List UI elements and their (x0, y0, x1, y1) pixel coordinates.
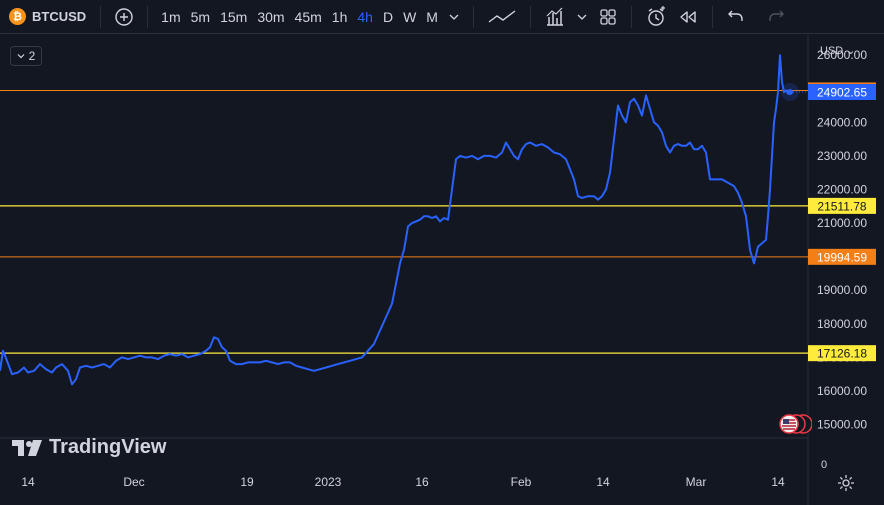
alert-clock-icon (648, 5, 665, 26)
symbol-search[interactable]: ₿ BTCUSD (9, 0, 86, 34)
price-tick-label: 23000.00 (817, 149, 867, 163)
timeframe-5m-button[interactable]: 5m (190, 8, 211, 25)
time-tick-label: 14 (596, 475, 610, 489)
price-tick-label: 22000.00 (817, 182, 867, 196)
chevron-down-icon (577, 14, 587, 20)
symbol-label: BTCUSD (32, 9, 87, 24)
timeframe-1h-button[interactable]: 1h (331, 8, 348, 25)
price-badge-label: 17126.18 (817, 347, 867, 361)
layout-grid-icon (600, 8, 616, 25)
add-symbol-button[interactable] (109, 3, 139, 31)
redo-button[interactable] (761, 3, 791, 31)
horizontal-lines (0, 89, 808, 354)
toolbar-divider (529, 5, 531, 28)
time-tick-label: Mar (686, 475, 707, 489)
last-price-label: 24902.65 (817, 86, 867, 100)
last-price-dot (787, 89, 793, 96)
toolbar-divider (472, 5, 474, 28)
price-tick-label: 16000.00 (817, 384, 867, 398)
plot-area (0, 35, 808, 438)
timeframe-menu-button[interactable] (443, 3, 465, 31)
currency-label: USD (820, 45, 844, 57)
flag-canton (783, 419, 789, 424)
chart-type-button[interactable] (539, 3, 571, 31)
economic-events-flags[interactable] (778, 413, 812, 435)
timeframe-group: 1m 5m 15m 30m 45m 1h 4h D W M (156, 3, 443, 31)
price-tick-label: 18000.00 (817, 317, 867, 331)
time-tick-label: 16 (415, 475, 429, 489)
tradingview-logo-icon (12, 439, 42, 456)
price-tick-label: 21000.00 (817, 216, 867, 230)
timeframe-1m-button[interactable]: 1m (161, 8, 181, 25)
redo-icon (769, 10, 784, 21)
toolbar-divider (630, 5, 632, 28)
undo-button[interactable] (721, 3, 751, 31)
replay-icon (680, 10, 696, 23)
price-series-line (0, 54, 791, 386)
price-badge-label: 19994.59 (817, 250, 867, 264)
last-price-badge (808, 84, 876, 101)
time-tick-label: 2023 (315, 475, 342, 489)
top-toolbar: ₿ BTCUSD 1m 5m 15m 30m 45m 1h 4h D W M (0, 0, 884, 34)
undo-icon (727, 10, 743, 21)
price-badge (808, 345, 876, 362)
bar-chart-icon (546, 7, 563, 26)
timeframe-30m-button[interactable]: 30m (257, 8, 285, 25)
currency-caret: ⌄ (846, 45, 856, 57)
chevron-down-icon (449, 14, 459, 20)
timeframe-4h-button[interactable]: 4h (357, 8, 373, 25)
layout-button[interactable] (593, 3, 623, 31)
timeframe-15m-button[interactable]: 15m (220, 8, 248, 25)
replay-button[interactable] (672, 3, 704, 31)
timeframe-m-button[interactable]: M (426, 8, 438, 25)
time-axis-ticks: 14 Dec 19 2023 16 Feb 14 Mar 14 (21, 475, 785, 489)
indicator-line-button[interactable] (482, 3, 522, 31)
indicator-line-icon (488, 9, 516, 23)
price-badge-label: 21511.78 (817, 199, 866, 213)
time-tick-label: Dec (123, 475, 144, 489)
toolbar-divider (100, 5, 102, 28)
add-symbol-icon (115, 7, 133, 26)
bitcoin-icon: ₿ (9, 8, 26, 25)
timeframe-45m-button[interactable]: 45m (294, 8, 322, 25)
last-price-marker (781, 83, 808, 102)
legend-toggle-button[interactable]: 2 (10, 46, 42, 66)
price-tick-label: 19000.00 (817, 283, 867, 297)
price-tick-label: 24000.00 (817, 115, 867, 129)
alert-button[interactable] (640, 3, 672, 31)
time-tick-label: 19 (240, 475, 254, 489)
price-axis-zero-label: 0 (821, 459, 827, 471)
price-badge (808, 248, 876, 265)
logo-text: TradingView (49, 436, 167, 458)
toolbar-divider (711, 5, 713, 28)
chevron-down-icon (17, 54, 25, 59)
flag-stripes (782, 419, 796, 430)
price-chart[interactable]: 26000.00 24000.00 23000.00 22000.00 21000.00… (0, 35, 884, 505)
timeframe-d-button[interactable]: D (382, 8, 394, 25)
tradingview-logo[interactable]: TradingView (12, 436, 166, 459)
price-badge (808, 197, 876, 214)
currency-selector[interactable]: USD ⌄ (820, 44, 856, 57)
time-tick-label: 14 (21, 475, 35, 489)
time-tick-label: Feb (511, 475, 532, 489)
chart-type-menu-button[interactable] (571, 3, 593, 31)
settings-gear-icon[interactable] (837, 474, 855, 492)
price-tick-label: 26000.00 (817, 48, 867, 62)
time-tick-label: 14 (771, 475, 785, 489)
price-axis-ticks: 26000.00 24000.00 23000.00 22000.00 21000.00… (817, 48, 867, 431)
timeframe-w-button[interactable]: W (403, 8, 417, 25)
toolbar-divider (147, 5, 149, 28)
price-tick-label: 15000.00 (817, 418, 867, 432)
legend-count: 2 (28, 49, 36, 63)
